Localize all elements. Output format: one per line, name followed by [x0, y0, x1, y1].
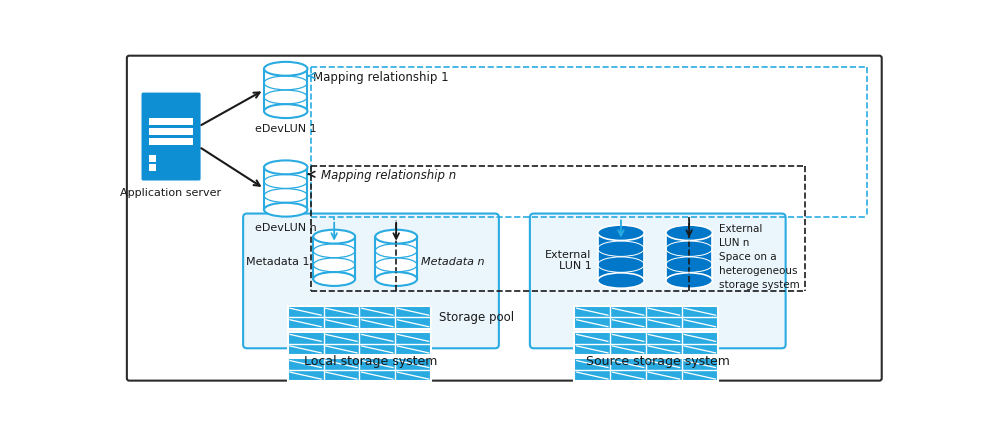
- Text: Source storage system: Source storage system: [585, 355, 730, 368]
- Polygon shape: [313, 237, 355, 279]
- Bar: [575, 332, 717, 355]
- Polygon shape: [375, 237, 417, 279]
- Ellipse shape: [264, 104, 307, 118]
- Bar: [287, 306, 431, 329]
- Ellipse shape: [597, 225, 645, 241]
- Text: Mapping relationship n: Mapping relationship n: [321, 169, 457, 182]
- Bar: [287, 332, 431, 355]
- Text: eDevLUN 1: eDevLUN 1: [255, 124, 317, 134]
- Polygon shape: [666, 233, 712, 280]
- Text: Metadata 1: Metadata 1: [246, 257, 309, 267]
- Ellipse shape: [375, 272, 417, 286]
- Ellipse shape: [375, 230, 417, 244]
- Ellipse shape: [313, 230, 355, 244]
- Text: External
LUN 1: External LUN 1: [545, 250, 591, 271]
- Polygon shape: [597, 233, 645, 280]
- Ellipse shape: [666, 225, 712, 241]
- Polygon shape: [264, 167, 307, 210]
- Bar: [150, 118, 193, 125]
- Text: Application server: Application server: [120, 188, 221, 198]
- Text: eDevLUN n: eDevLUN n: [255, 223, 317, 233]
- Text: Storage pool: Storage pool: [439, 311, 514, 324]
- FancyBboxPatch shape: [141, 92, 202, 181]
- Bar: [287, 358, 431, 381]
- Polygon shape: [264, 69, 307, 111]
- Bar: [150, 155, 156, 162]
- Bar: [575, 358, 717, 381]
- Text: Local storage system: Local storage system: [304, 355, 438, 368]
- FancyBboxPatch shape: [243, 213, 499, 348]
- Ellipse shape: [264, 203, 307, 216]
- FancyBboxPatch shape: [529, 213, 785, 348]
- Text: External
LUN n
Space on a
heterogeneous
storage system: External LUN n Space on a heterogeneous …: [718, 224, 799, 290]
- Bar: [575, 306, 717, 329]
- Ellipse shape: [597, 273, 645, 288]
- Bar: [150, 164, 156, 171]
- Ellipse shape: [313, 272, 355, 286]
- Ellipse shape: [264, 62, 307, 76]
- Bar: [150, 128, 193, 135]
- FancyBboxPatch shape: [127, 56, 882, 381]
- Ellipse shape: [264, 160, 307, 174]
- Ellipse shape: [666, 273, 712, 288]
- Text: Mapping relationship 1: Mapping relationship 1: [313, 71, 449, 84]
- Text: Metadata n: Metadata n: [421, 257, 484, 267]
- Bar: [150, 138, 193, 145]
